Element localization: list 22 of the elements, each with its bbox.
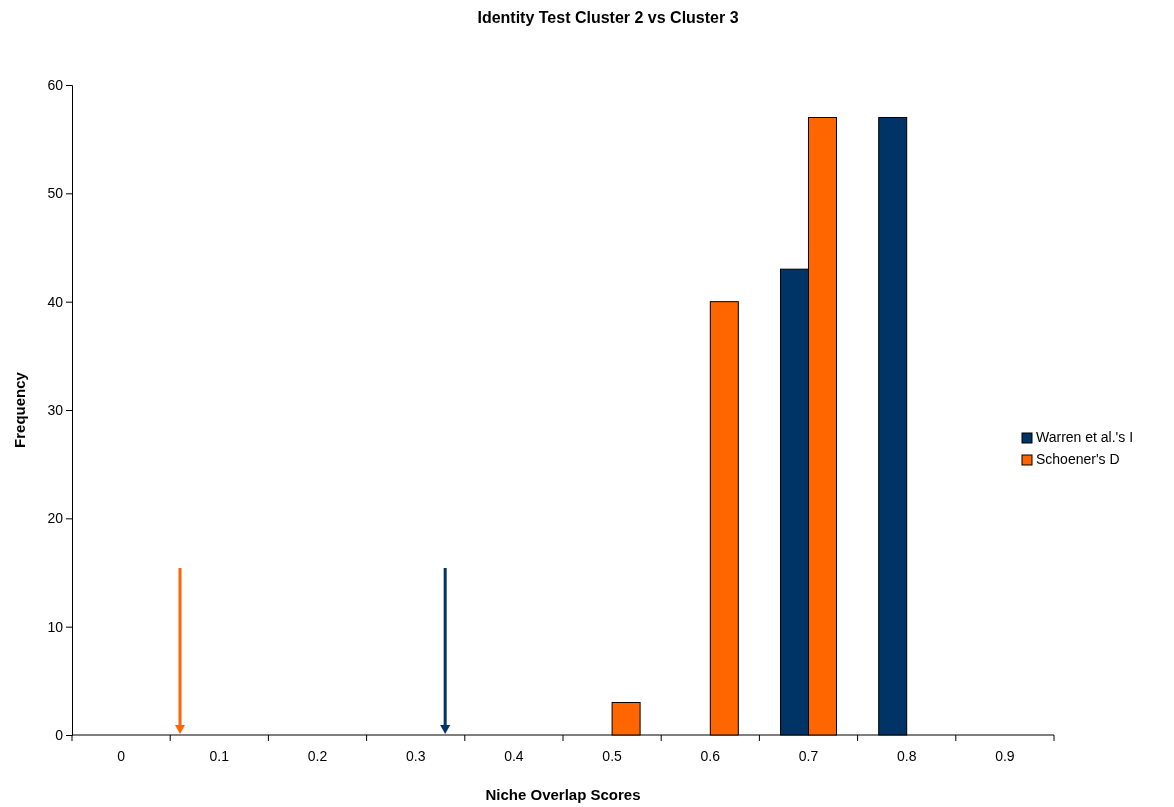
x-tick-label: 0.6 — [700, 748, 721, 764]
x-tick-label: 0.9 — [995, 748, 1015, 764]
y-tick-label: 40 — [47, 293, 64, 310]
y-axis-title: Frequency — [11, 371, 28, 448]
y-tick-label: 20 — [47, 510, 64, 527]
y-tick-label: 50 — [47, 185, 64, 202]
legend-label: Schoener's D — [1036, 451, 1120, 467]
legend-label: Warren et al.'s I — [1036, 429, 1134, 445]
chart-title: Identity Test Cluster 2 vs Cluster 3 — [477, 9, 739, 26]
y-tick-label: 60 — [47, 76, 64, 93]
x-tick-label: 0.4 — [504, 748, 524, 764]
x-axis-title: Niche Overlap Scores — [485, 786, 641, 803]
y-tick-label: 30 — [47, 401, 64, 418]
x-tick-label: 0.2 — [307, 748, 328, 764]
x-tick-label: 0 — [117, 748, 126, 764]
x-tick-label: 0.3 — [405, 748, 426, 764]
y-tick-label: 0 — [55, 726, 64, 743]
x-tick-label: 0.5 — [602, 748, 623, 764]
y-tick-label: 10 — [47, 618, 64, 635]
x-tick-label: 0.1 — [209, 748, 230, 764]
x-tick-label: 0.8 — [896, 748, 917, 764]
x-tick-label: 0.7 — [798, 748, 819, 764]
